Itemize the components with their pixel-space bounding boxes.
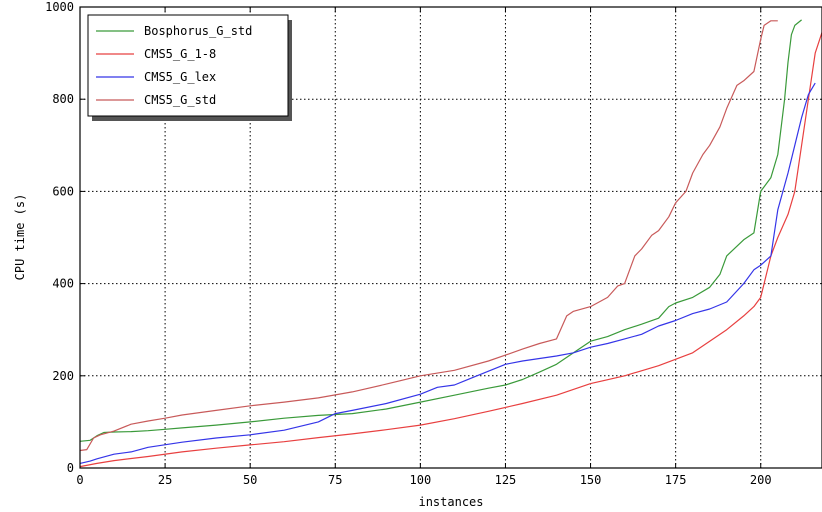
x-tick-label: 200 xyxy=(750,473,772,487)
y-tick-label: 200 xyxy=(52,369,74,383)
x-tick-label: 175 xyxy=(665,473,687,487)
x-tick-label: 25 xyxy=(158,473,172,487)
y-tick-label: 800 xyxy=(52,92,74,106)
plot-frame xyxy=(79,6,822,469)
x-tick-label: 100 xyxy=(410,473,432,487)
y-axis-title: CPU time (s) xyxy=(13,194,27,281)
x-tick-label: 0 xyxy=(76,473,83,487)
legend-label: CMS5_G_1-8 xyxy=(144,47,216,61)
series-line xyxy=(79,32,822,468)
y-tick-label: 0 xyxy=(67,461,74,475)
x-tick-label: 50 xyxy=(243,473,257,487)
y-tick-label: 1000 xyxy=(45,0,74,14)
x-axis-title: instances xyxy=(418,495,483,509)
legend-box xyxy=(87,14,289,117)
series-lines xyxy=(79,19,822,468)
y-tick-label: 400 xyxy=(52,277,74,291)
legend: Bosphorus_G_std CMS5_G_1-8 CMS5_G_lex CMS5_… xyxy=(87,14,292,121)
x-tick-label: 75 xyxy=(328,473,342,487)
legend-label: Bosphorus_G_std xyxy=(144,24,252,38)
x-tick-label: 150 xyxy=(580,473,602,487)
y-tick-label: 600 xyxy=(52,184,74,198)
series-line xyxy=(79,82,816,464)
x-tick-label: 125 xyxy=(495,473,517,487)
legend-label: CMS5_G_std xyxy=(144,93,216,107)
legend-label: CMS5_G_lex xyxy=(144,70,216,84)
series-line xyxy=(79,20,778,452)
axis-ticks: 0 25 50 75 100 125 150 175 200 0 200 400 600 800 1000 xyxy=(45,0,771,487)
